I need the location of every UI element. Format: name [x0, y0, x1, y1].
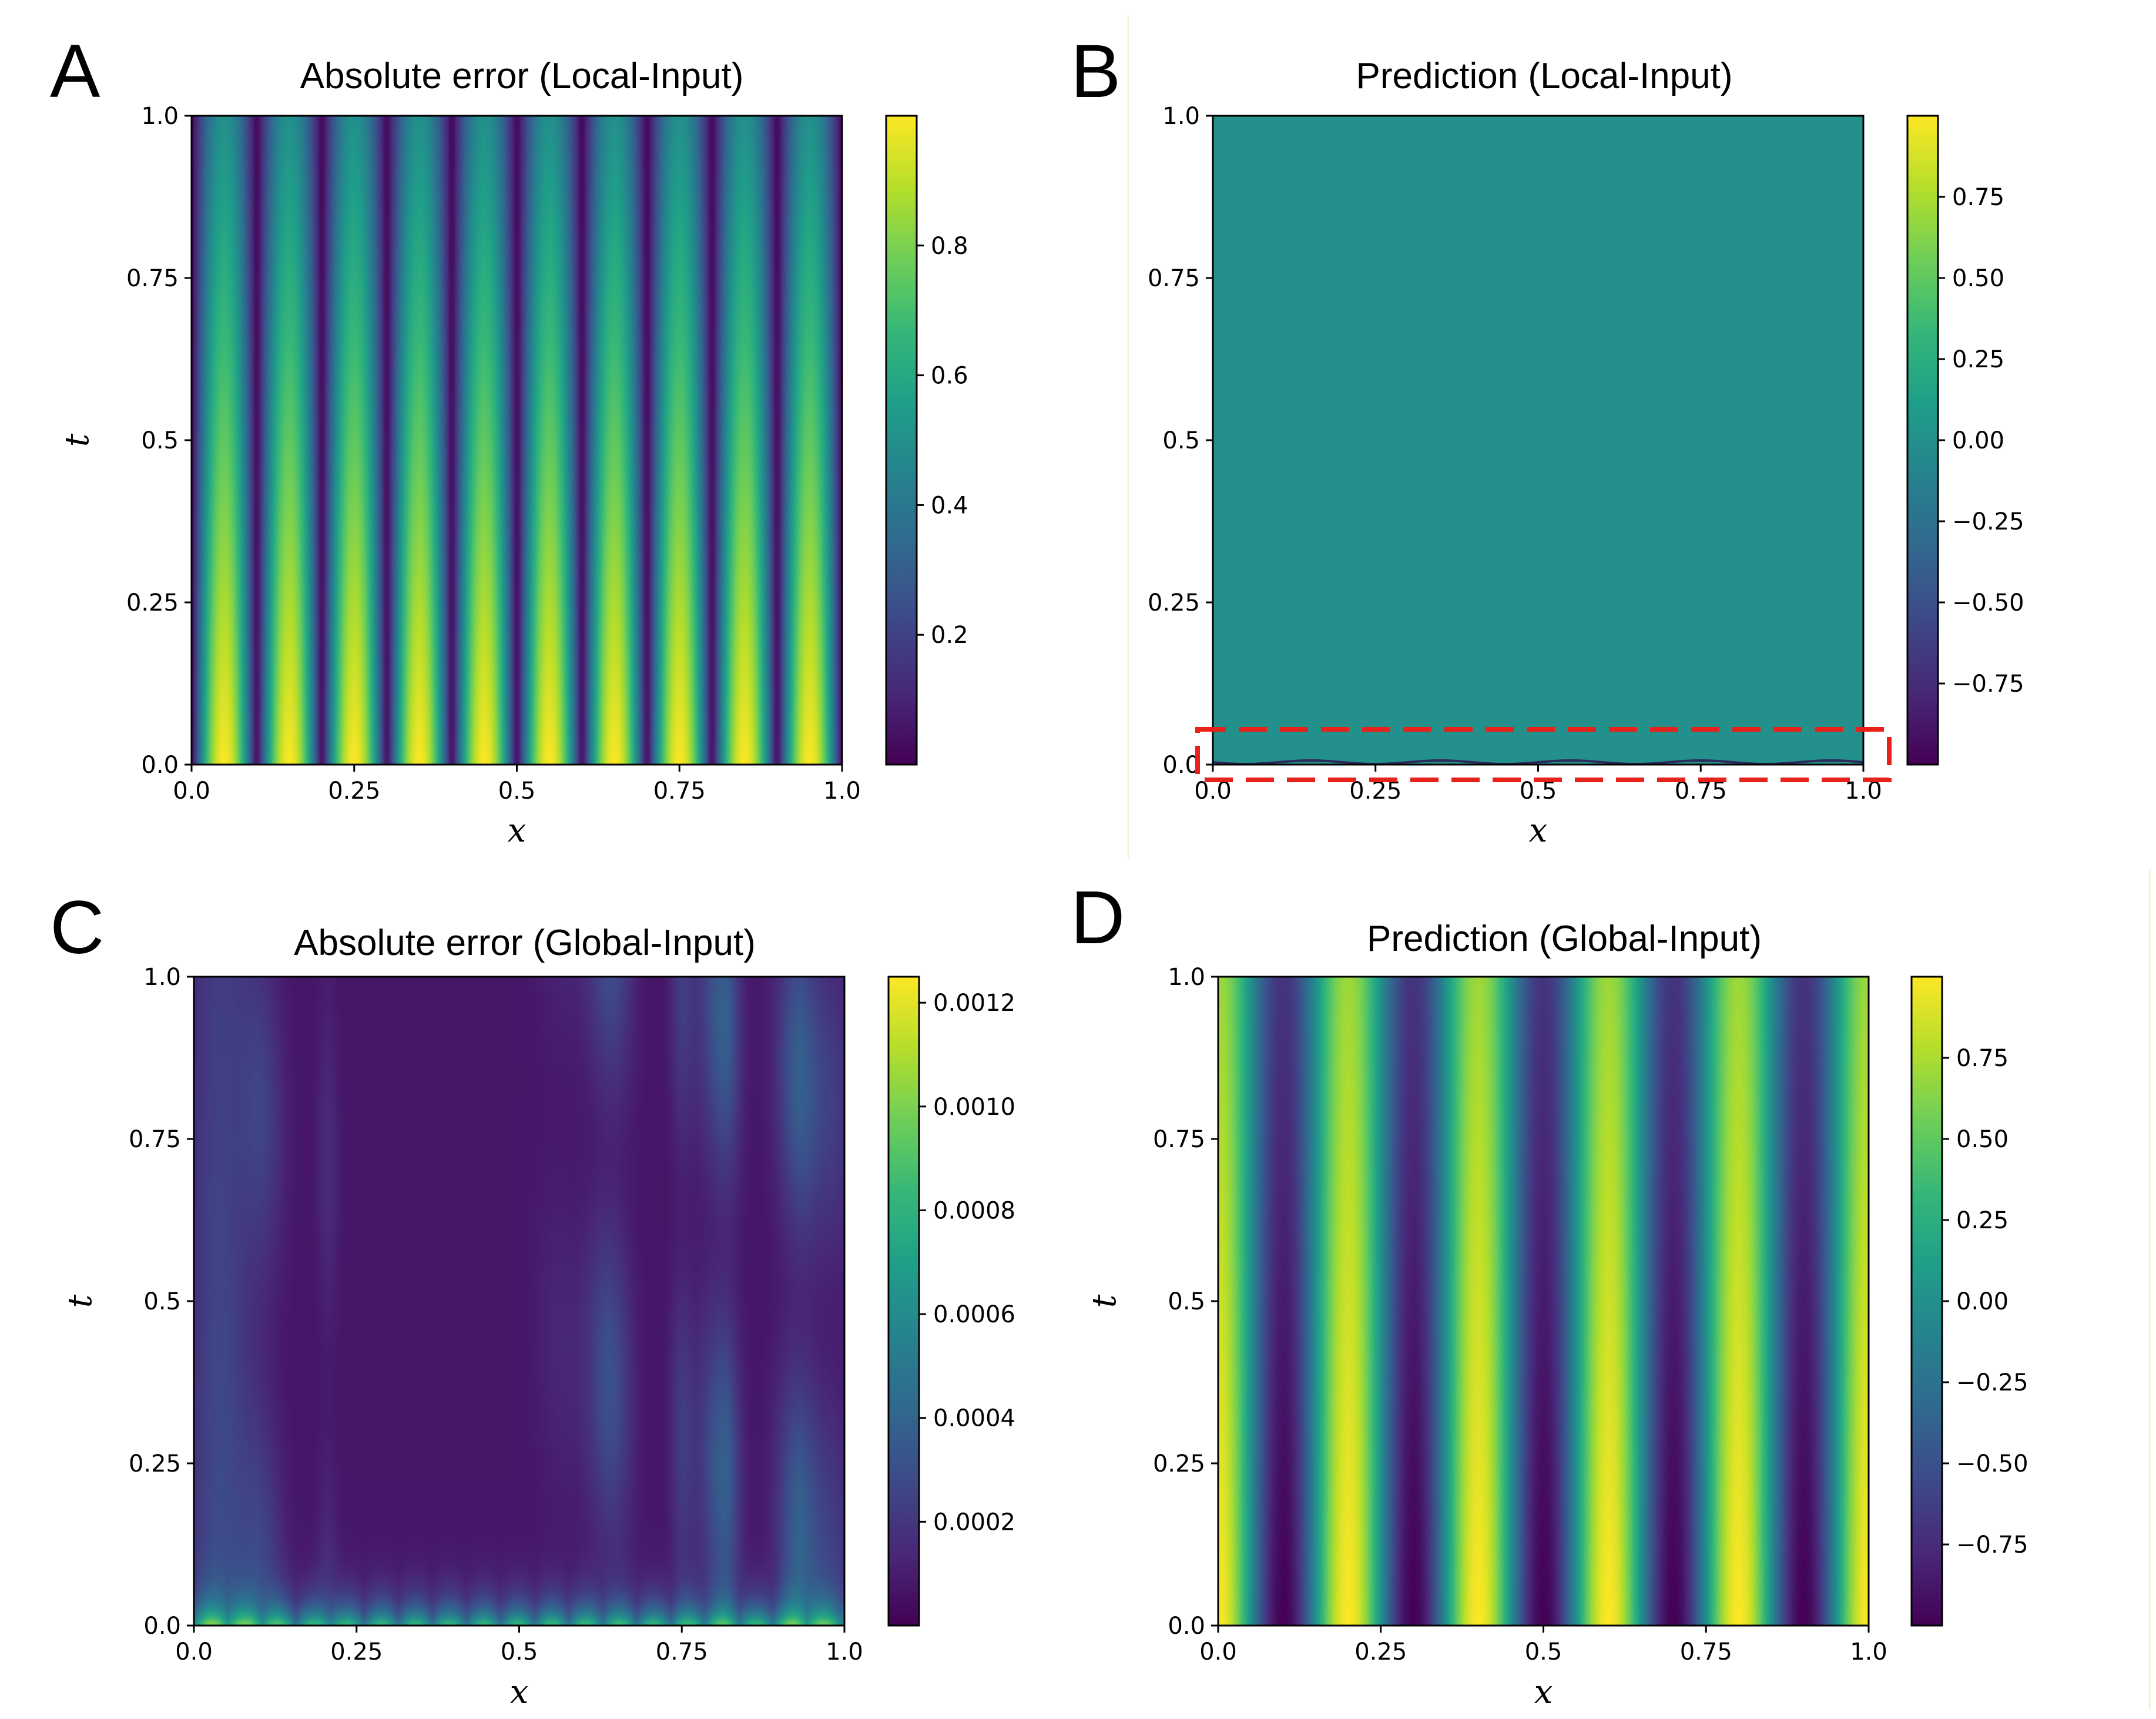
y-tick-label: 1.0 [1168, 964, 1205, 991]
colorbar-tick-label: 0.00 [1956, 1288, 2009, 1315]
colorbar-tick-label: −0.25 [1952, 508, 2024, 535]
x-tick-label: 0.0 [175, 1638, 213, 1666]
colorbar-tick-label: −0.50 [1952, 589, 2024, 616]
x-tick-label: 1.0 [826, 1638, 863, 1666]
colorbar [1910, 976, 1943, 1627]
x-tick-label: 0.5 [1525, 1638, 1562, 1666]
x-axis-label: x [510, 1673, 529, 1711]
y-tick-label: 0.25 [1148, 589, 1200, 616]
colorbar-tick-label: 0.25 [1956, 1207, 2009, 1234]
x-tick-label: 0.75 [1680, 1638, 1732, 1666]
colorbar-tick-label: 0.75 [1956, 1045, 2009, 1072]
colorbar [1906, 115, 1939, 766]
y-tick-label: 0.0 [143, 1613, 181, 1640]
colorbar-tick-label: 0.0012 [933, 990, 1015, 1017]
colorbar-tick-label: 0.0004 [933, 1405, 1015, 1432]
colorbar-tick-label: −0.75 [1952, 671, 2024, 698]
colorbar-tick-label: −0.25 [1956, 1369, 2028, 1396]
colorbar-tick-label: 0.6 [931, 363, 968, 390]
chart-title: Prediction (Global-Input) [1367, 919, 1762, 959]
colorbar-tick-label: 0.4 [931, 492, 968, 519]
chart-title: Prediction (Local-Input) [1356, 56, 1733, 96]
y-tick-label: 0.0 [1162, 752, 1200, 779]
y-tick-label: 0.0 [141, 752, 179, 779]
y-tick-label: 0.5 [1162, 427, 1200, 454]
y-axis-label: t [58, 433, 96, 447]
colorbar-tick-label: 0.2 [931, 622, 968, 649]
x-tick-label: 1.0 [823, 778, 861, 805]
x-tick-label: 0.75 [656, 1638, 708, 1666]
y-tick-label: 0.25 [1153, 1450, 1205, 1477]
panel-letter: A [50, 29, 100, 113]
y-tick-label: 0.75 [1148, 265, 1200, 292]
heatmap-image-A [192, 116, 842, 765]
x-tick-label: 0.5 [498, 778, 536, 805]
x-tick-label: 0.75 [653, 778, 706, 805]
y-tick-label: 1.0 [1162, 103, 1200, 130]
heatmap-image-D [1218, 977, 1869, 1626]
heatmap-image-C [194, 977, 844, 1626]
y-tick-label: 0.0 [1168, 1613, 1205, 1640]
panel-C: 0.0 0.25 0.5 0.75 1.0 0.0 0.25 0.5 0.75 1.0 x t Abso… [50, 886, 1015, 1711]
colorbar-tick-label: 0.0008 [933, 1197, 1015, 1224]
chart-title: Absolute error (Local-Input) [300, 56, 744, 96]
panel-letter: B [1071, 29, 1121, 113]
y-tick-label: 1.0 [143, 964, 181, 991]
x-axis-label: x [1534, 1673, 1553, 1711]
x-tick-label: 0.25 [328, 778, 380, 805]
x-axis-label: x [1529, 812, 1548, 850]
colorbar-tick-label: 0.00 [1952, 427, 2004, 454]
y-tick-label: 0.5 [1168, 1288, 1205, 1315]
colorbar-tick-label: 0.25 [1952, 346, 2004, 373]
y-tick-label: 1.0 [141, 103, 179, 130]
y-tick-label: 0.75 [126, 265, 179, 292]
panel-A: 0.0 0.25 0.5 0.75 1.0 0.0 0.25 0.5 0.75 1.0 x t Abso… [50, 29, 968, 850]
y-axis-label: t [61, 1294, 99, 1308]
y-tick-label: 0.25 [129, 1450, 181, 1477]
panel-B: 0.0 0.25 0.5 0.75 1.00.00.250.50.751.0xPredi… [1071, 29, 2024, 850]
colorbar-tick-label: −0.75 [1956, 1532, 2028, 1559]
x-tick-label: 0.0 [173, 778, 210, 805]
chart-title: Absolute error (Global-Input) [294, 923, 756, 963]
heatmap-image-B [1213, 116, 1863, 765]
x-tick-label: 0.0 [1199, 1638, 1237, 1666]
y-tick-label: 0.75 [129, 1126, 181, 1153]
colorbar-tick-label: 0.50 [1952, 265, 2004, 292]
x-tick-label: 1.0 [1850, 1638, 1887, 1666]
y-tick-label: 0.5 [141, 427, 179, 454]
colorbar-tick-label: 0.0010 [933, 1094, 1015, 1121]
highlight-box [1195, 727, 1892, 782]
colorbar-tick-label: 0.50 [1956, 1126, 2009, 1153]
panel-letter: D [1071, 876, 1125, 960]
colorbar-tick-label: 0.75 [1952, 184, 2004, 211]
x-axis-label: x [508, 812, 527, 850]
panel-letter: C [50, 886, 104, 970]
colorbar [887, 976, 920, 1627]
x-tick-label: 0.25 [330, 1638, 383, 1666]
panel-D: 0.0 0.25 0.5 0.75 1.0 0.0 0.25 0.5 0.75 1.0 x t Pred… [1071, 876, 2028, 1711]
colorbar-tick-label: 0.0006 [933, 1301, 1015, 1328]
y-tick-label: 0.5 [143, 1288, 181, 1315]
y-tick-label: 0.25 [126, 589, 179, 616]
x-tick-label: 0.5 [501, 1638, 538, 1666]
colorbar-tick-label: −0.50 [1956, 1450, 2028, 1477]
y-axis-label: t [1085, 1294, 1124, 1308]
y-tick-label: 0.75 [1153, 1126, 1205, 1153]
colorbar-tick-label: 0.0002 [933, 1509, 1015, 1536]
colorbar-tick-label: 0.8 [931, 233, 968, 260]
colorbar [885, 115, 918, 766]
x-tick-label: 0.25 [1354, 1638, 1407, 1666]
